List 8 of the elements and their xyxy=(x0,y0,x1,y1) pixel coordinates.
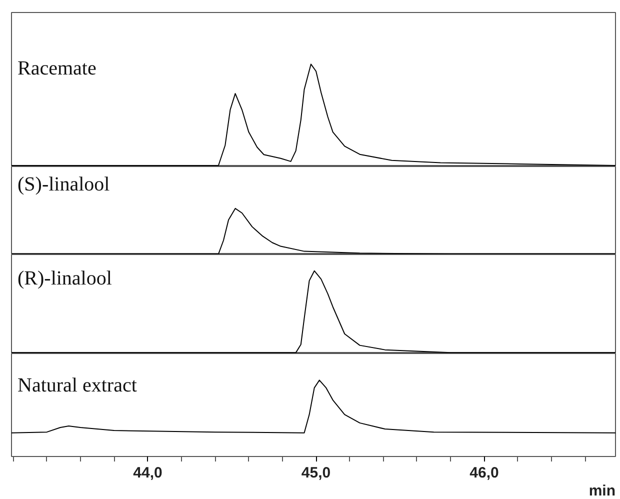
x-tick-label: 44,0 xyxy=(133,464,162,482)
text: (S)-linalool xyxy=(18,174,110,196)
text: (R)-linalool xyxy=(18,268,112,290)
x-axis-title: min xyxy=(588,482,616,499)
text: Racemate xyxy=(18,58,96,80)
x-tick-label: 45,0 xyxy=(301,464,331,482)
series-label: Natural extract xyxy=(18,374,138,396)
x-tick-label: 46,0 xyxy=(470,464,499,482)
